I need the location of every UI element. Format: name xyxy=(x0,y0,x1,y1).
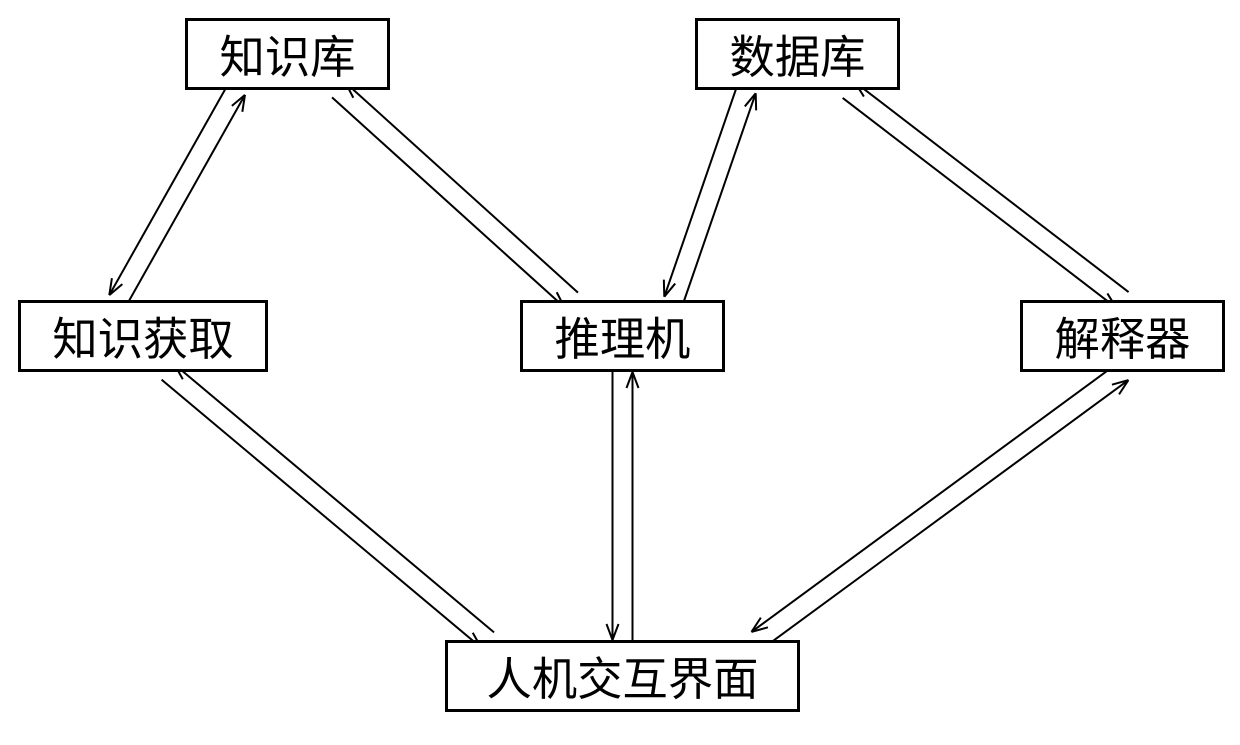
edge-knowledge_acq-hci xyxy=(162,364,494,647)
node-label: 人机交互界面 xyxy=(487,643,759,709)
node-label: 解释器 xyxy=(1055,303,1191,369)
node-interpreter: 解释器 xyxy=(1020,300,1225,372)
node-label: 知识库 xyxy=(220,21,356,87)
node-hci: 人机交互界面 xyxy=(445,640,800,712)
edge-database-inference xyxy=(664,87,756,304)
edge-database-interpreter xyxy=(843,82,1129,308)
node-database: 数据库 xyxy=(695,18,900,90)
node-label: 推理机 xyxy=(555,303,691,369)
edge-knowledge_base-knowledge_acq xyxy=(109,85,245,305)
edge-knowledge_base-inference xyxy=(332,83,578,308)
node-knowledge_base: 知识库 xyxy=(185,18,390,90)
node-knowledge_acq: 知识获取 xyxy=(18,300,268,372)
edge-interpreter-hci xyxy=(751,364,1128,648)
node-inference: 推理机 xyxy=(520,300,725,372)
diagram-canvas: 知识库 数据库知识获取 推理机 解释器人机交互界面 xyxy=(0,0,1240,745)
node-label: 数据库 xyxy=(730,21,866,87)
node-label: 知识获取 xyxy=(52,303,233,369)
edge-inference-hci xyxy=(607,372,639,640)
edges-layer xyxy=(0,0,1240,745)
